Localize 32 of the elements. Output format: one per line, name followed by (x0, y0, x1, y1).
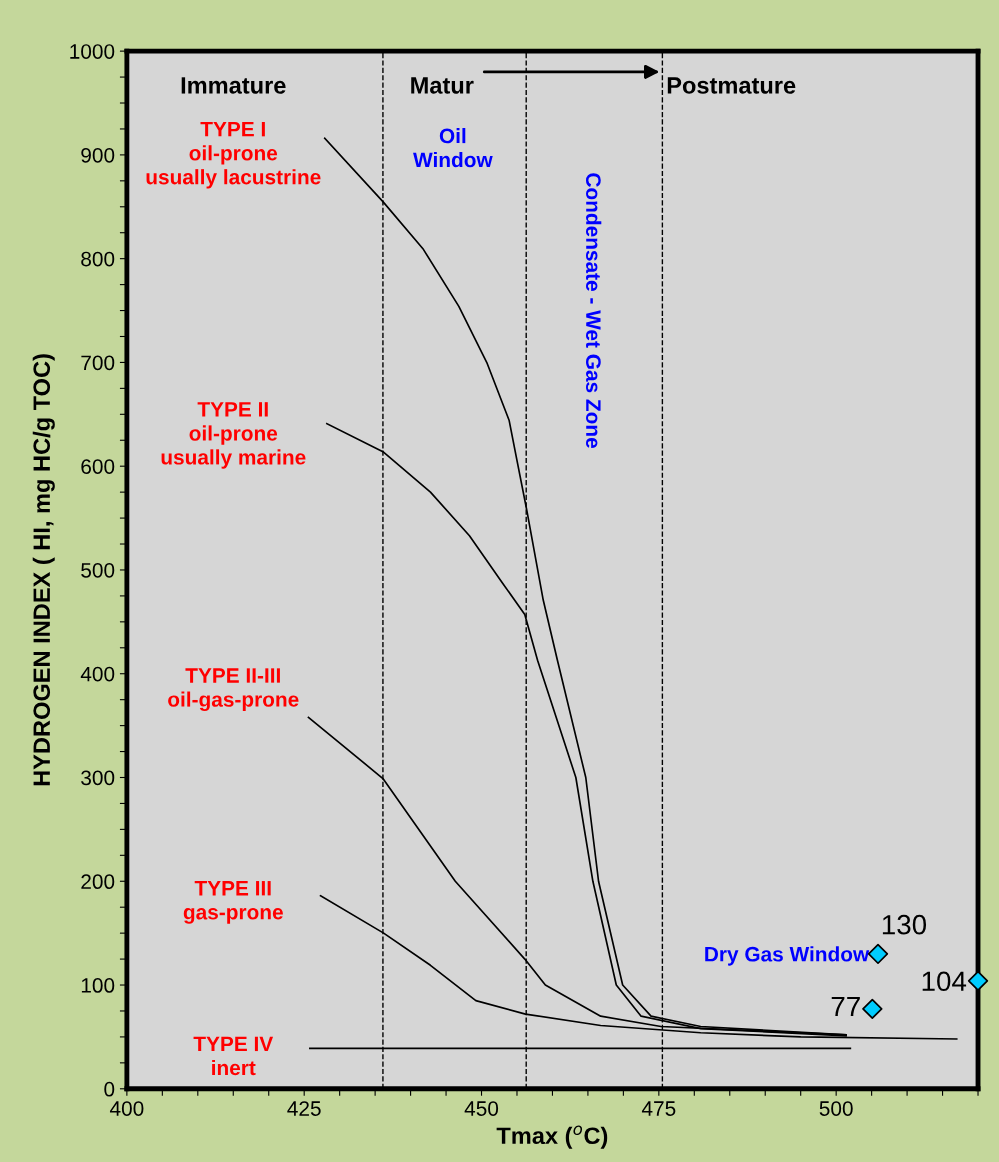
annotation: Dry Gas Window (705, 946, 870, 966)
x-tick-label: 475 (641, 1101, 676, 1116)
y-tick-label: 400 (80, 666, 115, 682)
annotation: TYPE III gas-prone (183, 881, 283, 924)
y-tick-label: 500 (81, 562, 115, 578)
data-label: 104 (922, 971, 967, 992)
data-label: 77 (831, 996, 860, 1017)
annotation: Matur (411, 77, 474, 94)
data-label: 130 (882, 914, 927, 935)
annotation: Condensate - Wet Gas Zone (586, 173, 602, 448)
x-tick-label: 425 (287, 1101, 321, 1116)
y-tick-label: 700 (81, 355, 115, 371)
y-tick-label: 300 (81, 770, 115, 786)
annotation: TYPE II-III oil-gas-prone (168, 668, 299, 712)
x-tick-label: 500 (819, 1101, 853, 1116)
y-tick-label: 1000 (70, 44, 115, 59)
annotation: TYPE II oil-prone usually marine (161, 402, 306, 469)
y-tick-label: 800 (81, 251, 115, 267)
x-axis-title: Tmax ($^{o}$C) (496, 1125, 608, 1149)
x-tick-label: 400 (109, 1101, 144, 1116)
annotation: Immature (181, 77, 286, 94)
x-tick-label: 450 (464, 1101, 499, 1116)
annotation: TYPE I oil-prone usually lacustrine (146, 122, 321, 189)
annotation: TYPE IV inert (193, 1036, 274, 1076)
annotation: Postmature (667, 77, 796, 94)
y-tick-label: 200 (81, 874, 115, 890)
y-tick-label: 600 (81, 459, 115, 474)
y-tick-label: 0 (104, 1081, 115, 1097)
y-tick-label: 100 (81, 978, 115, 993)
y-tick-label: 900 (81, 147, 115, 163)
y-axis-title: HYDROGEN INDEX ( HI, mg HC/g TOC) (32, 354, 55, 786)
annotation: Oil Window (413, 128, 493, 168)
